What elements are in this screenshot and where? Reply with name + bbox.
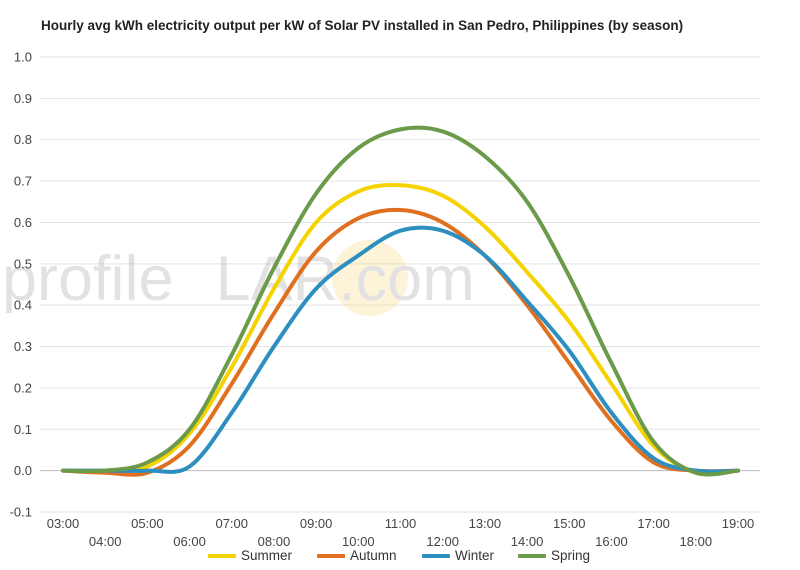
series-line-summer xyxy=(61,183,740,477)
y-tick-label: 0.1 xyxy=(14,422,32,437)
x-tick-label: 03:00 xyxy=(47,516,80,531)
y-tick-label: 0.0 xyxy=(14,463,32,478)
legend-label: Autumn xyxy=(350,548,397,563)
legend-label: Winter xyxy=(455,548,495,563)
chart-title: Hourly avg kWh electricity output per kW… xyxy=(41,18,684,33)
series-lines xyxy=(61,125,740,477)
y-tick-label: 0.6 xyxy=(14,215,32,230)
x-tick-label: 11:00 xyxy=(385,516,417,531)
x-tick-label: 13:00 xyxy=(469,516,502,531)
y-tick-label: 0.9 xyxy=(14,91,32,106)
y-tick-label: 0.7 xyxy=(14,174,32,189)
y-tick-label: -0.1 xyxy=(10,505,32,520)
series-line-winter xyxy=(61,225,740,474)
legend-swatch xyxy=(317,553,345,558)
y-tick-label: 0.8 xyxy=(14,132,32,147)
watermark: profileSLAR.com xyxy=(2,240,475,316)
x-tick-label: 10:00 xyxy=(342,534,375,549)
x-tick-label: 05:00 xyxy=(131,516,164,531)
y-tick-label: 0.3 xyxy=(14,339,32,354)
x-tick-label: 17:00 xyxy=(637,516,670,531)
y-tick-label: 0.2 xyxy=(14,380,32,395)
y-tick-label: 0.5 xyxy=(14,256,32,271)
x-tick-label: 14:00 xyxy=(511,534,544,549)
x-tick-label: 15:00 xyxy=(553,516,586,531)
x-tick-label: 09:00 xyxy=(300,516,333,531)
series-line-spring xyxy=(61,125,740,477)
x-tick-label: 19:00 xyxy=(722,516,755,531)
legend-swatch xyxy=(422,553,450,558)
watermark-text: profileSLAR.com xyxy=(2,244,475,314)
legend-label: Summer xyxy=(241,548,293,563)
legend-item-autumn[interactable]: Autumn xyxy=(317,548,397,563)
legend-item-spring[interactable]: Spring xyxy=(518,548,590,563)
x-tick-label: 18:00 xyxy=(680,534,713,549)
y-tick-label: 0.4 xyxy=(14,298,32,313)
x-tick-label: 07:00 xyxy=(215,516,248,531)
legend-swatch xyxy=(518,553,546,558)
x-tick-label: 06:00 xyxy=(173,534,206,549)
x-axis-ticks: 03:00 04:00 05:00 06:00 07:00 08:00 09:00 10:00… xyxy=(47,516,755,549)
x-tick-label: 04:00 xyxy=(89,534,122,549)
legend: Summer Autumn Winter Spring xyxy=(0,548,800,568)
legend-swatch xyxy=(208,553,236,558)
x-tick-label: 08:00 xyxy=(258,534,291,549)
legend-item-summer[interactable]: Summer xyxy=(208,548,292,563)
x-tick-label: 12:00 xyxy=(426,534,459,549)
y-tick-label: 1.0 xyxy=(14,50,32,65)
series-line-autumn xyxy=(61,207,740,477)
x-tick-label: 16:00 xyxy=(595,534,628,549)
legend-item-winter[interactable]: Winter xyxy=(422,548,494,563)
y-axis-ticks: -0.1 0.0 0.1 0.2 0.3 0.4 0.5 0.6 0.7 0.8 0.9 1.0 xyxy=(10,50,32,520)
legend-label: Spring xyxy=(551,548,591,563)
